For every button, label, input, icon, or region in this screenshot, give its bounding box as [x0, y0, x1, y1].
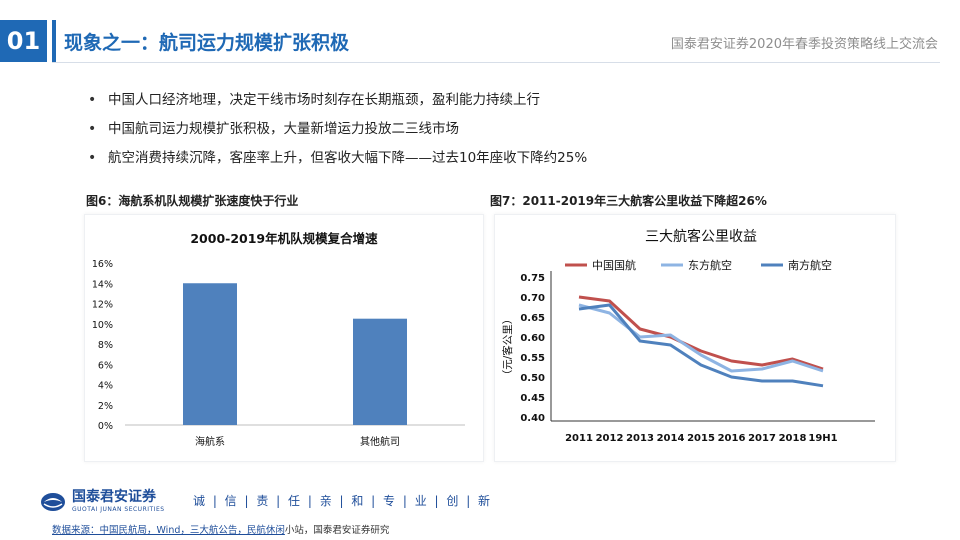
logo-english: GUOTAI JUNAN SECURITIES	[72, 506, 165, 513]
y-tick-label: 0.70	[520, 293, 545, 304]
y-tick-label: 0.75	[520, 273, 545, 284]
logo-text: 国泰君安证券	[72, 489, 156, 505]
y-axis-label: （元/客公里）	[501, 314, 514, 381]
title-divider	[52, 62, 940, 63]
title-accent-bar	[52, 20, 56, 62]
y-tick-label: 8%	[98, 340, 113, 351]
x-tick-label: 2013	[626, 433, 654, 444]
series-line	[578, 295, 824, 371]
x-tick-label: 2018	[779, 433, 807, 444]
y-tick-label: 0.45	[520, 393, 545, 404]
y-tick-label: 14%	[92, 279, 113, 290]
y-tick-label: 0%	[98, 421, 113, 432]
data-source-link[interactable]: 数据来源：中国民航局，Wind，三大航公告，民航休闲	[52, 525, 285, 536]
bullet-item: 中国航司运力规模扩张积极，大量新增运力投放二三线市场	[88, 115, 587, 144]
y-tick-label: 0.55	[520, 353, 545, 364]
bar-hna	[183, 283, 237, 425]
section-number: 01	[0, 20, 47, 62]
bullet-list: 中国人口经济地理，决定干线市场时刻存在长期瓶颈，盈利能力持续上行 中国航司运力规…	[88, 86, 587, 173]
series-line	[578, 303, 824, 388]
y-tick-label: 0.50	[520, 373, 545, 384]
chart-title: 三大航客公里收益	[645, 228, 757, 245]
x-tick-label: 2012	[596, 433, 624, 444]
event-title: 国泰君安证券2020年春季投资策略线上交流会	[670, 37, 938, 52]
bar-chart: 2000-2019年机队规模复合增速 0% 2% 4% 6% 8% 10% 12% 14% 16%…	[92, 231, 465, 448]
chart-title: 2000-2019年机队规模复合增速	[190, 231, 378, 246]
y-tick-label: 10%	[92, 320, 113, 331]
bar-chart-panel: 2000-2019年机队规模复合增速 0% 2% 4% 6% 8% 10% 12% 14% 16%…	[84, 214, 484, 462]
x-tick-label: 2011	[565, 433, 593, 444]
bar-other	[353, 318, 407, 425]
bullet-item: 航空消费持续沉降，客座率上升，但客收大幅下降——过去10年座收下降约25%	[88, 144, 587, 173]
logo-icon	[40, 492, 66, 512]
line-chart-panel: 三大航客公里收益 中国国航 东方航空 南方航空 0.40 0.45 0.50 0.55 0.60…	[494, 214, 896, 462]
y-tick-label: 16%	[92, 259, 113, 270]
legend-label: 中国国航	[592, 258, 636, 272]
data-source-rest: 小站，国泰君安证券研究	[284, 525, 390, 536]
y-tick-label: 0.60	[520, 333, 545, 344]
legend-label: 东方航空	[688, 258, 732, 272]
x-tick-label: 2016	[718, 433, 746, 444]
company-slogan: 诚 | 信 | 责 | 任 | 亲 | 和 | 专 | 业 | 创 | 新	[193, 494, 493, 508]
y-tick-label: 12%	[92, 300, 113, 311]
x-tick-label: 其他航司	[360, 435, 400, 448]
y-tick-label: 0.40	[520, 413, 545, 424]
series-line	[578, 303, 824, 373]
legend-label: 南方航空	[788, 258, 832, 272]
company-logo: 国泰君安证券 GUOTAI JUNAN SECURITIES	[40, 490, 165, 513]
figure-6-caption: 图6：海航系机队规模扩张速度快于行业	[86, 194, 299, 208]
y-tick-label: 2%	[98, 401, 113, 412]
y-tick-label: 0.65	[520, 313, 545, 324]
x-tick-label: 2015	[687, 433, 715, 444]
x-tick-label: 海航系	[195, 435, 225, 448]
x-tick-label: 2017	[748, 433, 776, 444]
x-tick-label: 19H1	[808, 433, 837, 444]
figure-7-caption: 图7：2011-2019年三大航客公里收益下降超26%	[490, 194, 767, 208]
y-tick-label: 4%	[98, 381, 113, 392]
data-source: 数据来源：中国民航局，Wind，三大航公告，民航休闲小站，国泰君安证券研究	[52, 522, 389, 536]
x-tick-label: 2014	[657, 433, 685, 444]
bullet-item: 中国人口经济地理，决定干线市场时刻存在长期瓶颈，盈利能力持续上行	[88, 86, 587, 115]
y-tick-label: 6%	[98, 360, 113, 371]
page-title: 现象之一：航司运力规模扩张积极	[64, 32, 350, 54]
